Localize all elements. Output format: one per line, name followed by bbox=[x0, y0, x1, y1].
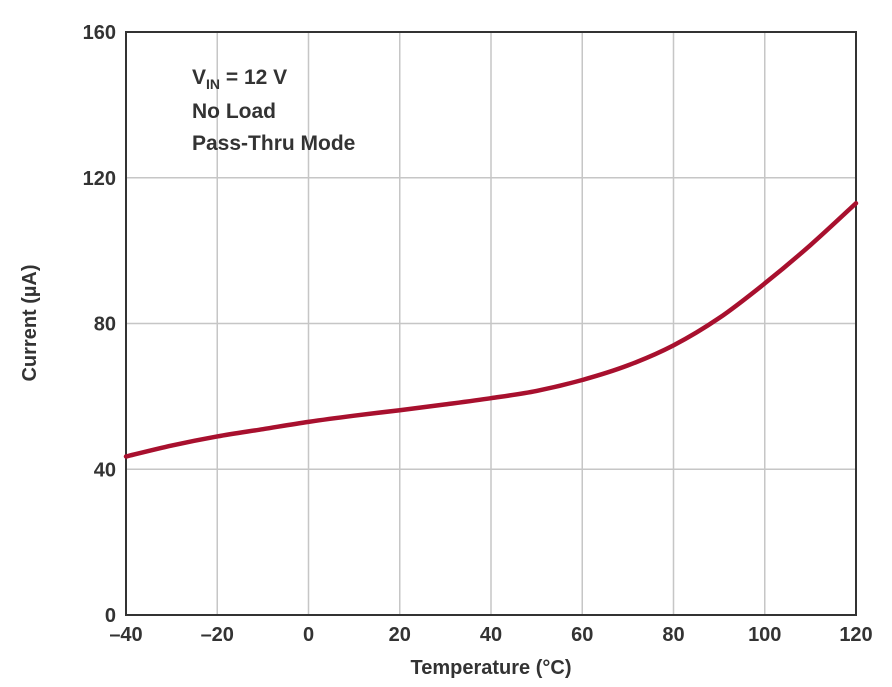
series-layer bbox=[123, 201, 859, 459]
annotation-mode: Pass-Thru Mode bbox=[192, 132, 355, 155]
annotation-load: No Load bbox=[192, 100, 276, 123]
y-tick-labels: 0 40 80 120 160 bbox=[83, 22, 116, 627]
plot-frame bbox=[125, 31, 857, 616]
y-tick-label: 120 bbox=[83, 168, 116, 190]
y-tick-label: 160 bbox=[83, 22, 116, 44]
annotation-vin: VIN = 12 V bbox=[192, 66, 287, 92]
x-tick-label: 20 bbox=[389, 624, 411, 646]
series-line-0 bbox=[123, 201, 859, 459]
annotation-vin-subscript: IN bbox=[206, 76, 220, 92]
x-tick-label: 100 bbox=[748, 624, 781, 646]
x-tick-label: 60 bbox=[571, 624, 593, 646]
x-tick-label: 80 bbox=[662, 624, 684, 646]
gridlines bbox=[126, 32, 856, 615]
y-tick-label: 0 bbox=[105, 605, 116, 627]
x-axis-title: Temperature (°C) bbox=[411, 657, 572, 679]
x-tick-label: 120 bbox=[839, 624, 872, 646]
annotation-vin-suffix: = 12 V bbox=[220, 66, 287, 89]
y-tick-label: 40 bbox=[94, 459, 116, 481]
y-tick-label: 80 bbox=[94, 314, 116, 336]
x-tick-label: 40 bbox=[480, 624, 502, 646]
x-tick-labels: –40 –20 0 20 40 60 80 100 120 bbox=[109, 624, 872, 646]
annotation-box: VIN = 12 V No Load Pass-Thru Mode bbox=[192, 66, 355, 155]
x-tick-label: –20 bbox=[201, 624, 234, 646]
x-tick-label: –40 bbox=[109, 624, 142, 646]
annotation-vin-prefix: V bbox=[192, 66, 206, 89]
x-tick-label: 0 bbox=[303, 624, 314, 646]
y-axis-title: Current (µA) bbox=[19, 264, 41, 381]
